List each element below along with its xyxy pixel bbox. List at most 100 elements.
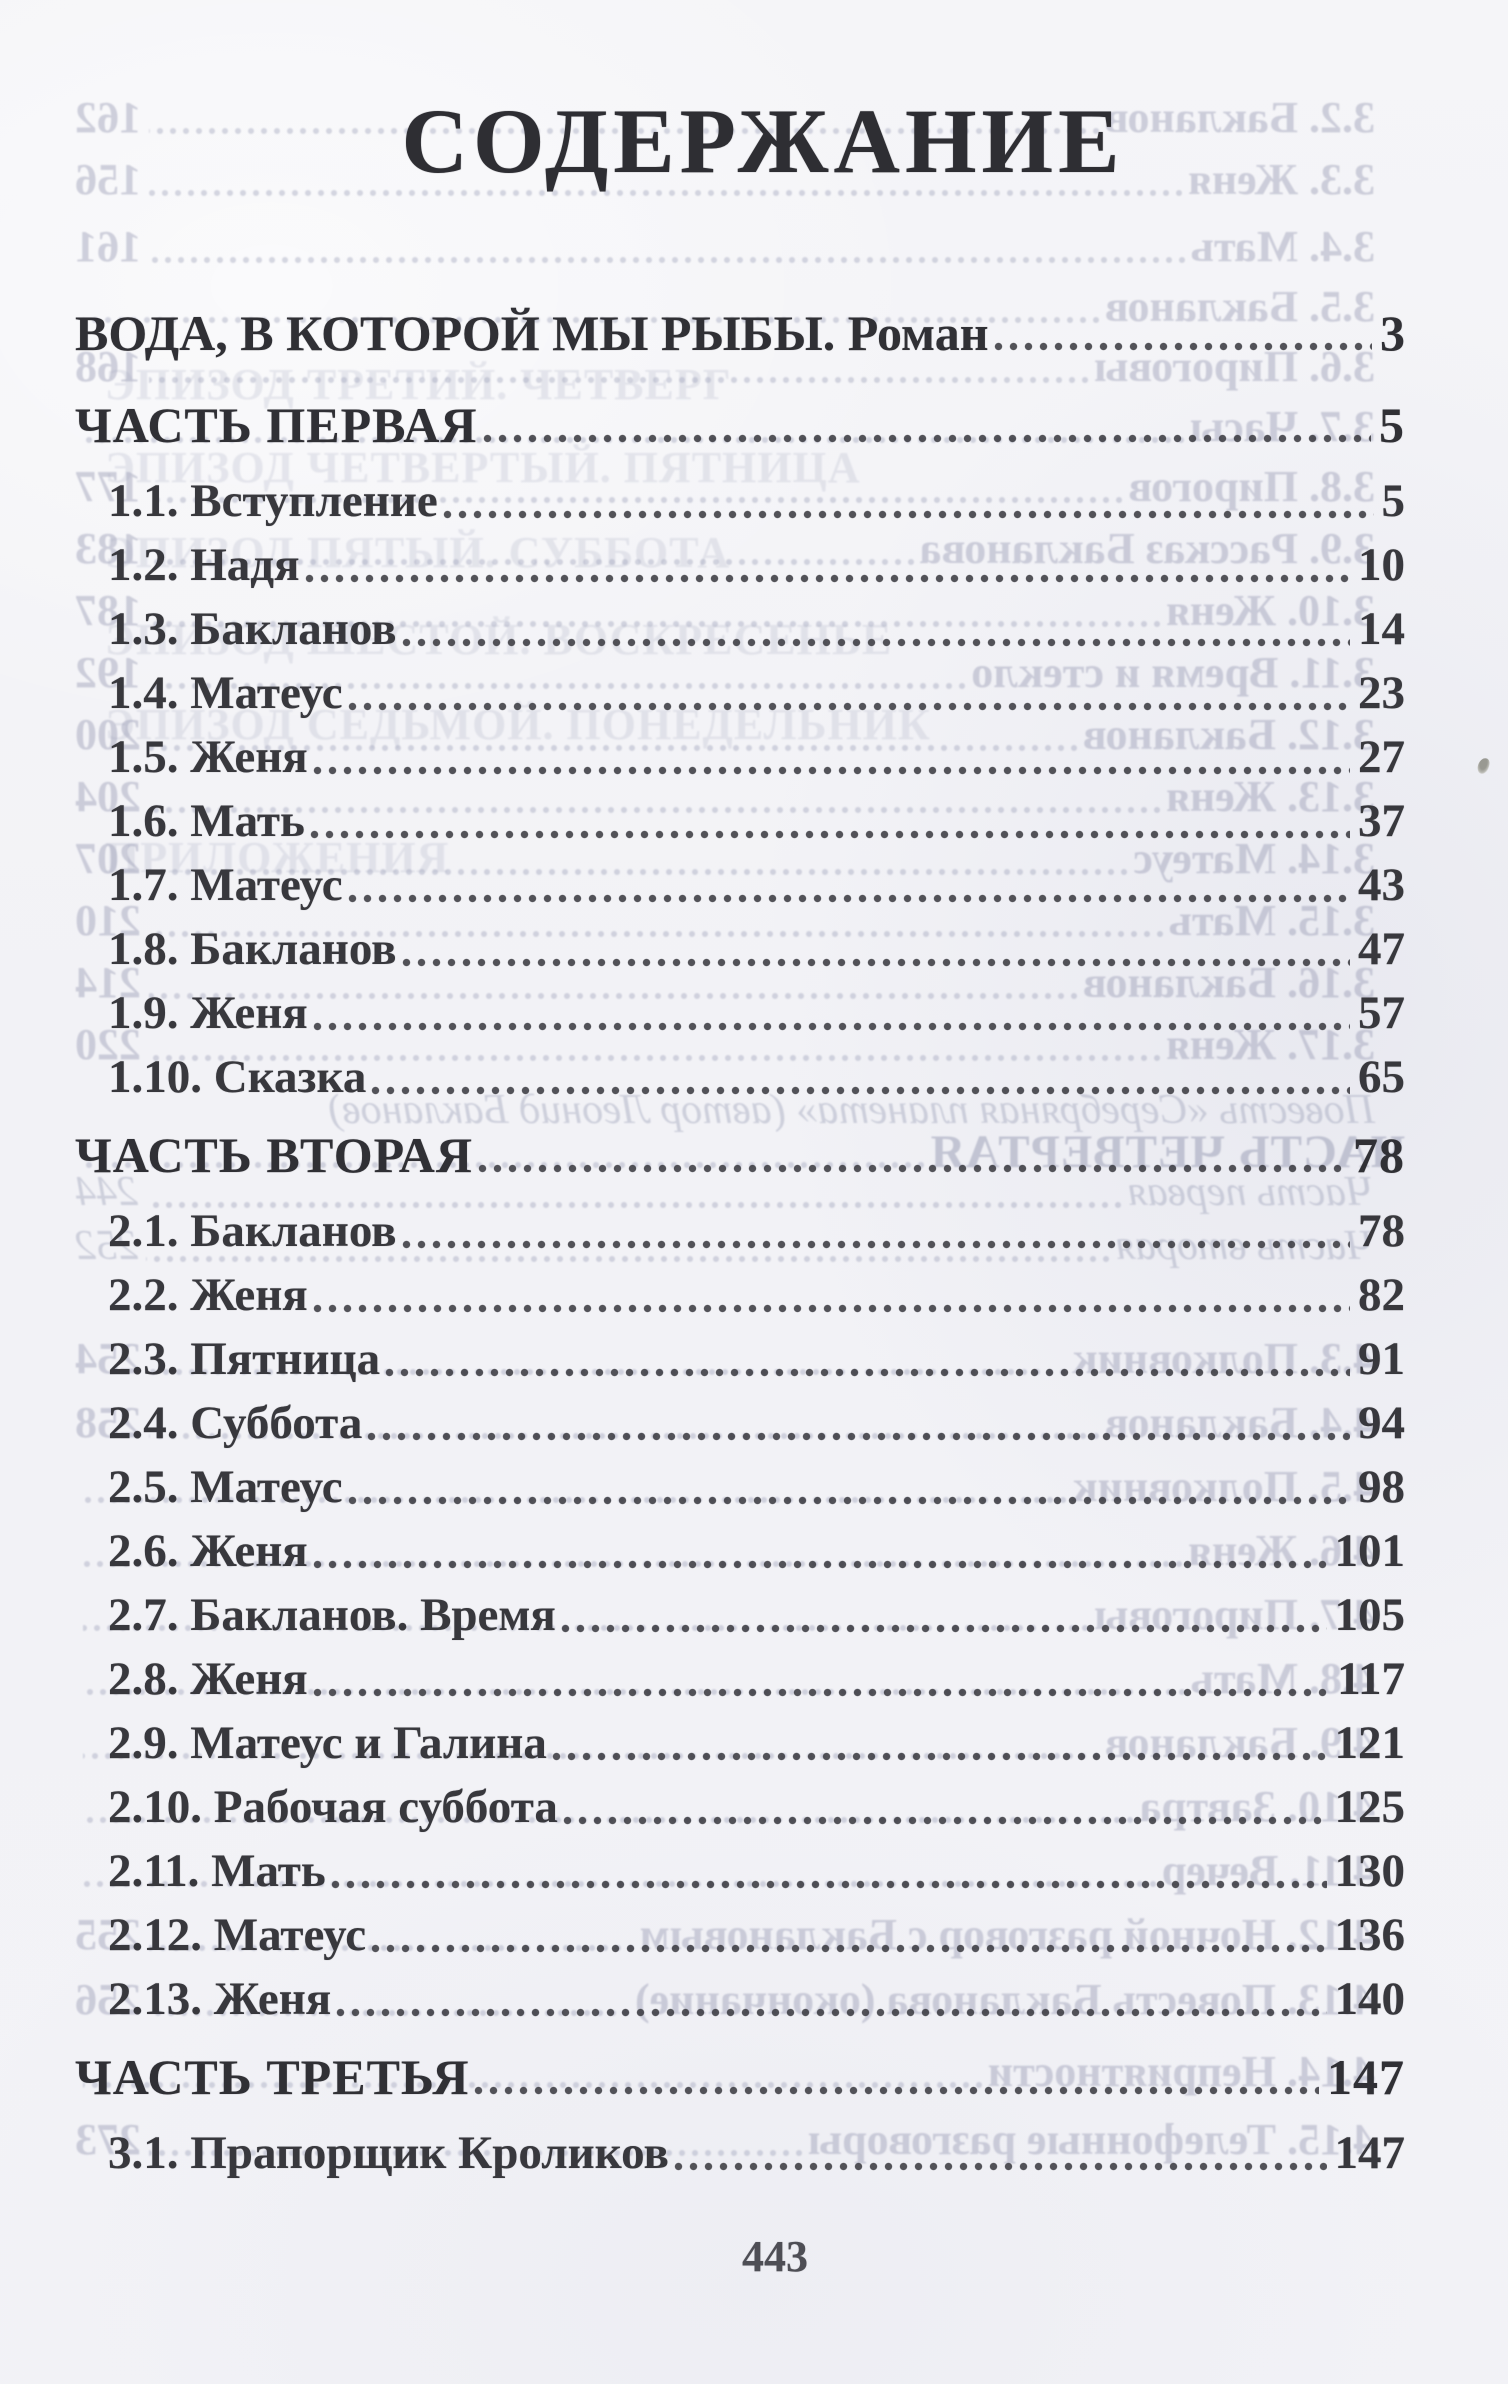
toc-entry-label: 2.11. Мать bbox=[108, 1845, 326, 1897]
toc-entry-page: 5 bbox=[1379, 397, 1405, 453]
dot-leader bbox=[312, 1560, 1327, 1569]
toc-entry-page: 105 bbox=[1334, 1589, 1406, 1641]
toc-entry-page: 78 bbox=[1353, 1127, 1405, 1183]
toc-entry-page: 98 bbox=[1358, 1461, 1405, 1513]
toc-entry-label: 2.9. Матеус и Галина bbox=[108, 1717, 547, 1769]
dot-leader bbox=[371, 1086, 1350, 1095]
bleedthrough-line: 3.4. Мать 161 bbox=[75, 217, 1405, 277]
toc-entry-page: 78 bbox=[1358, 1205, 1405, 1257]
toc-entry-label: ЧАСТЬ ПЕРВАЯ bbox=[75, 397, 478, 453]
dot-leader bbox=[304, 574, 1350, 583]
toc-entry-page: 3 bbox=[1380, 305, 1405, 361]
toc-entry-label: 2.10. Рабочая суббота bbox=[108, 1781, 558, 1833]
toc-row: 2.7. Бакланов. Время 105 bbox=[75, 1583, 1405, 1647]
toc-row: ЧАСТЬ ПЕРВАЯ 5 bbox=[75, 393, 1405, 457]
dot-leader bbox=[551, 1752, 1327, 1761]
toc-row: 2.6. Женя 101 bbox=[75, 1519, 1405, 1583]
dot-leader bbox=[474, 2086, 1319, 2095]
toc-entry-label: 2.1. Бакланов bbox=[108, 1205, 397, 1257]
toc-entry-label: ЧАСТЬ ТРЕТЬЯ bbox=[75, 2049, 470, 2105]
dot-leader bbox=[401, 1240, 1350, 1249]
toc-entry-label: 2.13. Женя bbox=[108, 1973, 332, 2025]
dot-leader bbox=[309, 830, 1350, 839]
toc-entry-page: 147 bbox=[1334, 2127, 1406, 2179]
toc-row: 2.13. Женя 140 bbox=[75, 1967, 1405, 2031]
toc-entry-page: 10 bbox=[1358, 539, 1405, 591]
toc-entry-label: 1.10. Сказка bbox=[108, 1051, 367, 1103]
toc-entry-label: ЧАСТЬ ВТОРАЯ bbox=[75, 1127, 473, 1183]
toc-entry-page: 47 bbox=[1358, 923, 1405, 975]
toc-entry-page: 65 bbox=[1358, 1051, 1405, 1103]
dot-leader bbox=[560, 1624, 1327, 1633]
toc-entry-page: 101 bbox=[1334, 1525, 1406, 1577]
dot-leader bbox=[336, 2008, 1327, 2017]
dot-leader bbox=[401, 958, 1350, 967]
toc-entry-label: 2.3. Пятница bbox=[108, 1333, 381, 1385]
toc-row: 2.10. Рабочая суббота 125 bbox=[75, 1775, 1405, 1839]
toc-entry-page: 121 bbox=[1334, 1717, 1406, 1769]
dot-leader bbox=[367, 1432, 1350, 1441]
dot-leader bbox=[401, 638, 1350, 647]
toc-row: 2.8. Женя 117 bbox=[75, 1647, 1405, 1711]
toc-entry-page: 43 bbox=[1358, 859, 1405, 911]
toc-entry-label: 1.2. Надя bbox=[108, 539, 300, 591]
toc-entry-page: 136 bbox=[1334, 1909, 1406, 1961]
toc-entry-label: 1.5. Женя bbox=[108, 731, 308, 783]
toc-entry-page: 130 bbox=[1334, 1845, 1406, 1897]
toc-row: ВОДА, В КОТОРОЙ МЫ РЫБЫ. Роман 3 bbox=[75, 301, 1405, 365]
toc-row: 2.4. Суббота 94 bbox=[75, 1391, 1405, 1455]
toc-row: 1.7. Матеус 43 bbox=[75, 853, 1405, 917]
dot-leader bbox=[312, 766, 1350, 775]
toc-row: 1.9. Женя 57 bbox=[75, 981, 1405, 1045]
toc-entry-page: 94 bbox=[1358, 1397, 1405, 1449]
toc-row: 1.6. Мать 37 bbox=[75, 789, 1405, 853]
toc-entry-label: 1.1. Вступление bbox=[108, 475, 438, 527]
toc-entry-page: 37 bbox=[1358, 795, 1405, 847]
dot-leader bbox=[442, 510, 1374, 519]
toc-entry-page: 27 bbox=[1358, 731, 1405, 783]
toc-row: 1.10. Сказка 65 bbox=[75, 1045, 1405, 1109]
dot-leader bbox=[312, 1022, 1350, 1031]
toc-row: 1.8. Бакланов 47 bbox=[75, 917, 1405, 981]
toc-entry-page: 57 bbox=[1358, 987, 1405, 1039]
toc-entry-page: 140 bbox=[1334, 1973, 1406, 2025]
toc-entry-page: 125 bbox=[1334, 1781, 1406, 1833]
toc-row: 2.11. Мать 130 bbox=[75, 1839, 1405, 1903]
toc-row: 2.1. Бакланов 78 bbox=[75, 1199, 1405, 1263]
toc-row: 2.9. Матеус и Галина 121 bbox=[75, 1711, 1405, 1775]
toc-entry-label: 3.1. Прапорщик Кроликов bbox=[108, 2127, 669, 2179]
dot-leader bbox=[993, 342, 1372, 351]
toc-entry-label: 1.6. Мать bbox=[108, 795, 305, 847]
toc-entry-label: 1.8. Бакланов bbox=[108, 923, 397, 975]
dot-leader bbox=[312, 1688, 1330, 1697]
toc-entry-label: 1.4. Матеус bbox=[108, 667, 343, 719]
dot-leader bbox=[330, 1880, 1327, 1889]
toc-entry-page: 5 bbox=[1381, 475, 1406, 527]
toc-row: 2.5. Матеус 98 bbox=[75, 1455, 1405, 1519]
toc-row: 1.4. Матеус 23 bbox=[75, 661, 1405, 725]
dust-speck bbox=[1476, 756, 1491, 776]
dot-leader bbox=[562, 1816, 1327, 1825]
toc-entry-label: ВОДА, В КОТОРОЙ МЫ РЫБЫ. Роман bbox=[75, 305, 989, 361]
toc-entry-page: 147 bbox=[1327, 2049, 1405, 2105]
toc-row: 1.2. Надя 10 bbox=[75, 533, 1405, 597]
dot-leader bbox=[371, 1944, 1327, 1953]
toc-row: 1.3. Бакланов 14 bbox=[75, 597, 1405, 661]
dot-leader bbox=[347, 894, 1350, 903]
toc-row: 1.5. Женя 27 bbox=[75, 725, 1405, 789]
toc-entry-label: 2.5. Матеус bbox=[108, 1461, 343, 1513]
dot-leader bbox=[385, 1368, 1350, 1377]
toc-row: 2.3. Пятница 91 bbox=[75, 1327, 1405, 1391]
dot-leader bbox=[347, 1496, 1350, 1505]
dot-leader bbox=[312, 1304, 1350, 1313]
toc-entry-label: 1.3. Бакланов bbox=[108, 603, 397, 655]
toc-entry-page: 91 bbox=[1358, 1333, 1405, 1385]
toc-entry-label: 2.7. Бакланов. Время bbox=[108, 1589, 556, 1641]
toc-entry-page: 117 bbox=[1337, 1653, 1405, 1705]
toc-entry-page: 23 bbox=[1358, 667, 1405, 719]
toc-entry-label: 2.4. Суббота bbox=[108, 1397, 363, 1449]
folio-page-number: 443 bbox=[742, 2232, 808, 2281]
bleedthrough-label: 3.4. Мать bbox=[1190, 222, 1375, 271]
toc-row: 1.1. Вступление 5 bbox=[75, 469, 1405, 533]
